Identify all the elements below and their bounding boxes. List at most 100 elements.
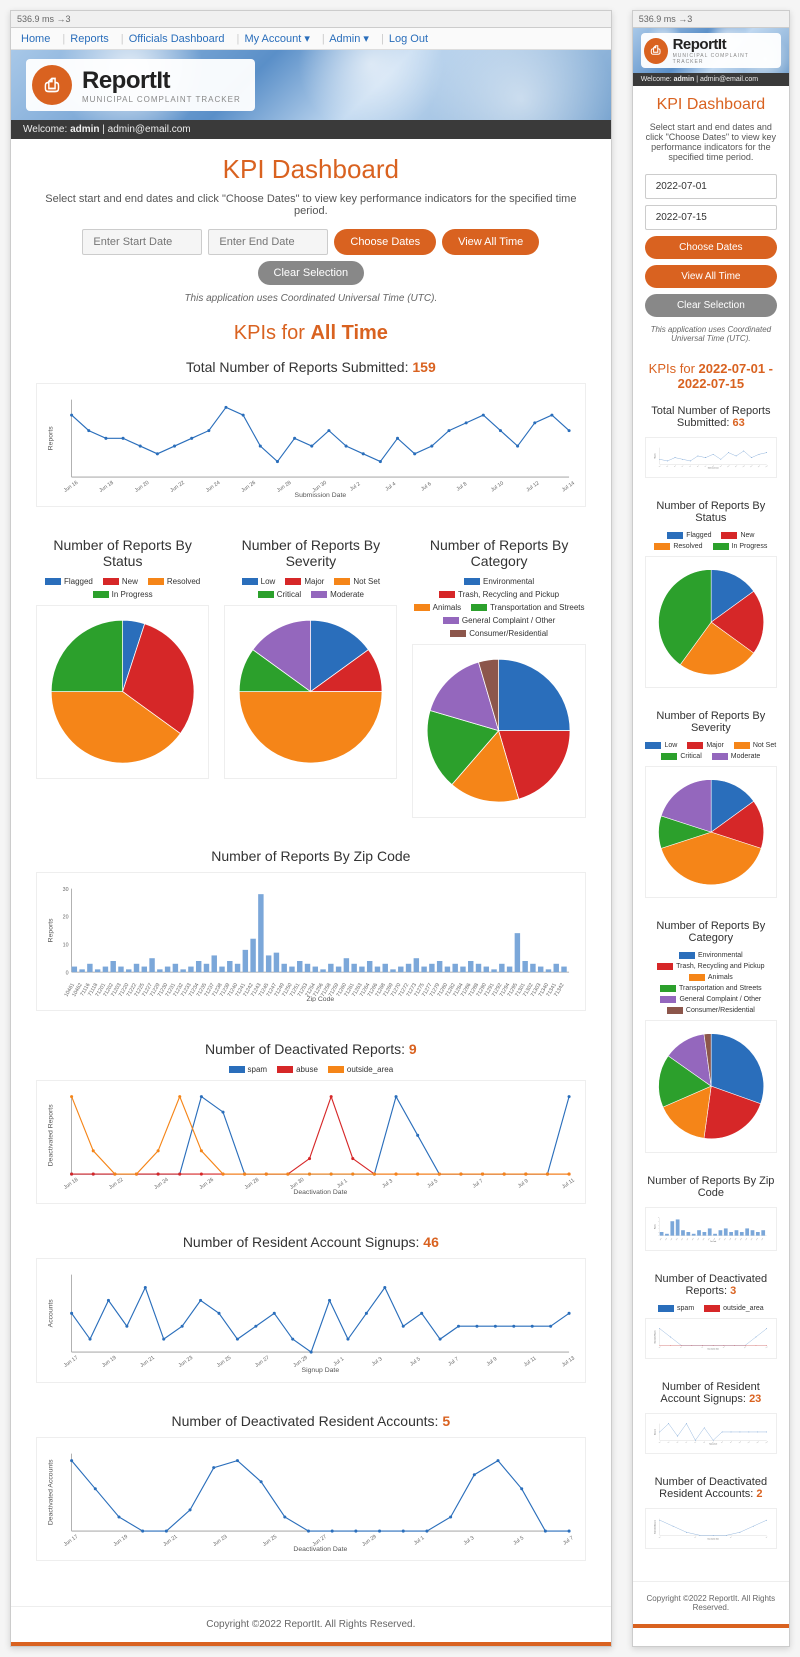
svg-text:Jul 3: Jul 3 — [463, 1535, 476, 1546]
svg-text:Jul 11: Jul 11 — [747, 1441, 751, 1444]
legend-item: spam — [658, 1305, 694, 1312]
choose-dates-button[interactable]: Choose Dates — [334, 229, 436, 255]
svg-text:Jun 17: Jun 17 — [63, 1534, 80, 1548]
svg-text:71295: 71295 — [750, 1237, 753, 1241]
category-pie-chart: Number of Reports By Category Environmen… — [412, 537, 585, 817]
svg-text:Jul 1: Jul 1 — [658, 465, 661, 468]
svg-text:Jun 18: Jun 18 — [63, 1177, 80, 1191]
nav-officials[interactable]: Officials Dashboard — [129, 33, 225, 45]
end-date-input[interactable] — [645, 205, 777, 230]
nav-reports[interactable]: Reports — [70, 33, 109, 45]
nav-account[interactable]: My Account ▾ — [244, 33, 309, 45]
clear-selection-button[interactable]: Clear Selection — [258, 261, 365, 285]
svg-text:Jul 5: Jul 5 — [694, 1441, 697, 1444]
nav-logout[interactable]: Log Out — [389, 33, 428, 45]
svg-text:30: 30 — [63, 886, 69, 892]
svg-text:Jul 1: Jul 1 — [413, 1535, 426, 1546]
reports-submitted-chart: Total Number of Reports Submitted: 159 J… — [36, 359, 586, 507]
svg-text:Accounts: Accounts — [48, 1299, 55, 1328]
kpi-period-heading: KPIs for All Time — [36, 322, 586, 345]
svg-text:8: 8 — [658, 1221, 659, 1223]
svg-text:Jul 12: Jul 12 — [525, 480, 540, 493]
svg-text:71290: 71290 — [734, 1237, 737, 1241]
svg-text:Deactivation Date: Deactivation Date — [707, 1537, 719, 1539]
svg-text:Jun 26: Jun 26 — [198, 1177, 215, 1191]
svg-text:Jul 9: Jul 9 — [486, 1357, 499, 1368]
zipcode-bar-chart: Number of Reports By Zip Code 1046110462… — [36, 848, 586, 1012]
page-title: KPI Dashboard — [645, 96, 777, 114]
end-date-input[interactable] — [208, 229, 328, 255]
svg-text:71280: 71280 — [729, 1237, 732, 1241]
legend-item: Consumer/Residential — [667, 1007, 755, 1014]
nav-admin[interactable]: Admin ▾ — [329, 33, 369, 45]
brand-name: ReportIt — [673, 36, 773, 53]
svg-text:Jun 17: Jun 17 — [63, 1355, 80, 1369]
svg-text:Reports: Reports — [48, 426, 55, 450]
svg-text:Jun 22: Jun 22 — [169, 480, 186, 494]
browser-chrome: 536.9 ms →3 — [633, 11, 789, 28]
svg-text:Jul 14: Jul 14 — [561, 480, 576, 493]
legend-item: Critical — [258, 590, 301, 599]
svg-text:Jul 6: Jul 6 — [696, 465, 699, 468]
report-icon: ⎙ — [32, 65, 72, 105]
clear-selection-button[interactable]: Clear Selection — [645, 294, 777, 317]
svg-text:Jun 28: Jun 28 — [244, 1177, 261, 1191]
mobile-view: 536.9 ms →3 ⎙ ReportIt Municipal Complai… — [632, 10, 790, 1647]
legend-item: In Progress — [93, 590, 153, 599]
svg-text:71229: 71229 — [691, 1237, 694, 1241]
svg-text:Jun 21: Jun 21 — [162, 1534, 179, 1548]
nav-home[interactable]: Home — [21, 33, 50, 45]
svg-text:Deactivated Accounts: Deactivated Accounts — [48, 1459, 55, 1525]
svg-text:Jun 19: Jun 19 — [101, 1355, 118, 1369]
legend-item: Not Set — [334, 577, 380, 586]
svg-text:Jul 12: Jul 12 — [756, 1441, 760, 1444]
view-all-time-button[interactable]: View All Time — [442, 229, 539, 255]
legend-item: Trash, Recycling and Pickup — [439, 590, 559, 599]
legend-item: spam — [229, 1065, 268, 1074]
legend-item: Environmental — [464, 577, 534, 586]
view-all-time-button[interactable]: View All Time — [645, 265, 777, 288]
svg-text:Jul 2: Jul 2 — [349, 481, 362, 492]
svg-text:10: 10 — [658, 1217, 660, 1219]
svg-text:Zip Code: Zip Code — [710, 1241, 716, 1242]
legend-item: Critical — [661, 753, 701, 760]
legend-item: Consumer/Residential — [450, 629, 548, 638]
deactivated-accounts-chart: Number of Deactivated Resident Accounts:… — [645, 1476, 777, 1549]
svg-text:Jun 23: Jun 23 — [178, 1355, 195, 1369]
signups-chart: Number of Resident Account Signups: 46 J… — [36, 1234, 586, 1382]
svg-text:Jul 7: Jul 7 — [711, 1441, 714, 1444]
legend-item: Not Set — [734, 742, 776, 749]
brand-tagline: Municipal Complaint Tracker — [82, 95, 241, 104]
svg-text:71245: 71245 — [707, 1237, 710, 1241]
svg-text:Deactivated Reports: Deactivated Reports — [654, 1330, 657, 1343]
start-date-input[interactable] — [645, 174, 777, 199]
choose-dates-button[interactable]: Choose Dates — [645, 236, 777, 259]
instructions: Select start and end dates and click "Ch… — [645, 122, 777, 162]
svg-text:Jul 1: Jul 1 — [658, 1536, 661, 1539]
svg-text:Jul 3: Jul 3 — [676, 1441, 679, 1444]
svg-text:Jul 2: Jul 2 — [666, 465, 669, 468]
svg-text:71225: 71225 — [680, 1237, 683, 1241]
svg-text:Jun 26: Jun 26 — [240, 480, 257, 494]
status-pie-chart: Number of Reports By Status FlaggedNewRe… — [36, 537, 209, 817]
svg-text:Jun 25: Jun 25 — [262, 1534, 279, 1548]
svg-text:Submission Date: Submission Date — [295, 492, 347, 499]
svg-text:Jul 8: Jul 8 — [711, 465, 714, 468]
legend-item: Resolved — [654, 543, 702, 550]
svg-text:71240: 71240 — [702, 1237, 705, 1241]
legend-item: Trash, Recycling and Pickup — [657, 963, 764, 970]
footer: Copyright ©2022 ReportIt. All Rights Res… — [11, 1606, 611, 1642]
svg-text:Jul 10: Jul 10 — [738, 1441, 742, 1444]
legend-item: New — [721, 532, 754, 539]
svg-text:Accounts: Accounts — [654, 1428, 657, 1434]
svg-text:Jun 21: Jun 21 — [139, 1355, 156, 1369]
start-date-input[interactable] — [82, 229, 202, 255]
legend-item: In Progress — [713, 543, 768, 550]
svg-text:Deactivated Accounts: Deactivated Accounts — [654, 1519, 657, 1533]
svg-text:Jun 19: Jun 19 — [113, 1534, 130, 1548]
svg-text:Jul 9: Jul 9 — [729, 1441, 732, 1444]
category-pie-chart: Number of Reports By Category Environmen… — [645, 920, 777, 1152]
svg-text:Jul 5: Jul 5 — [729, 1536, 732, 1539]
svg-text:Jul 9: Jul 9 — [719, 465, 722, 468]
kpi-period-heading: KPIs for 2022-07-01 - 2022-07-15 — [645, 361, 777, 391]
